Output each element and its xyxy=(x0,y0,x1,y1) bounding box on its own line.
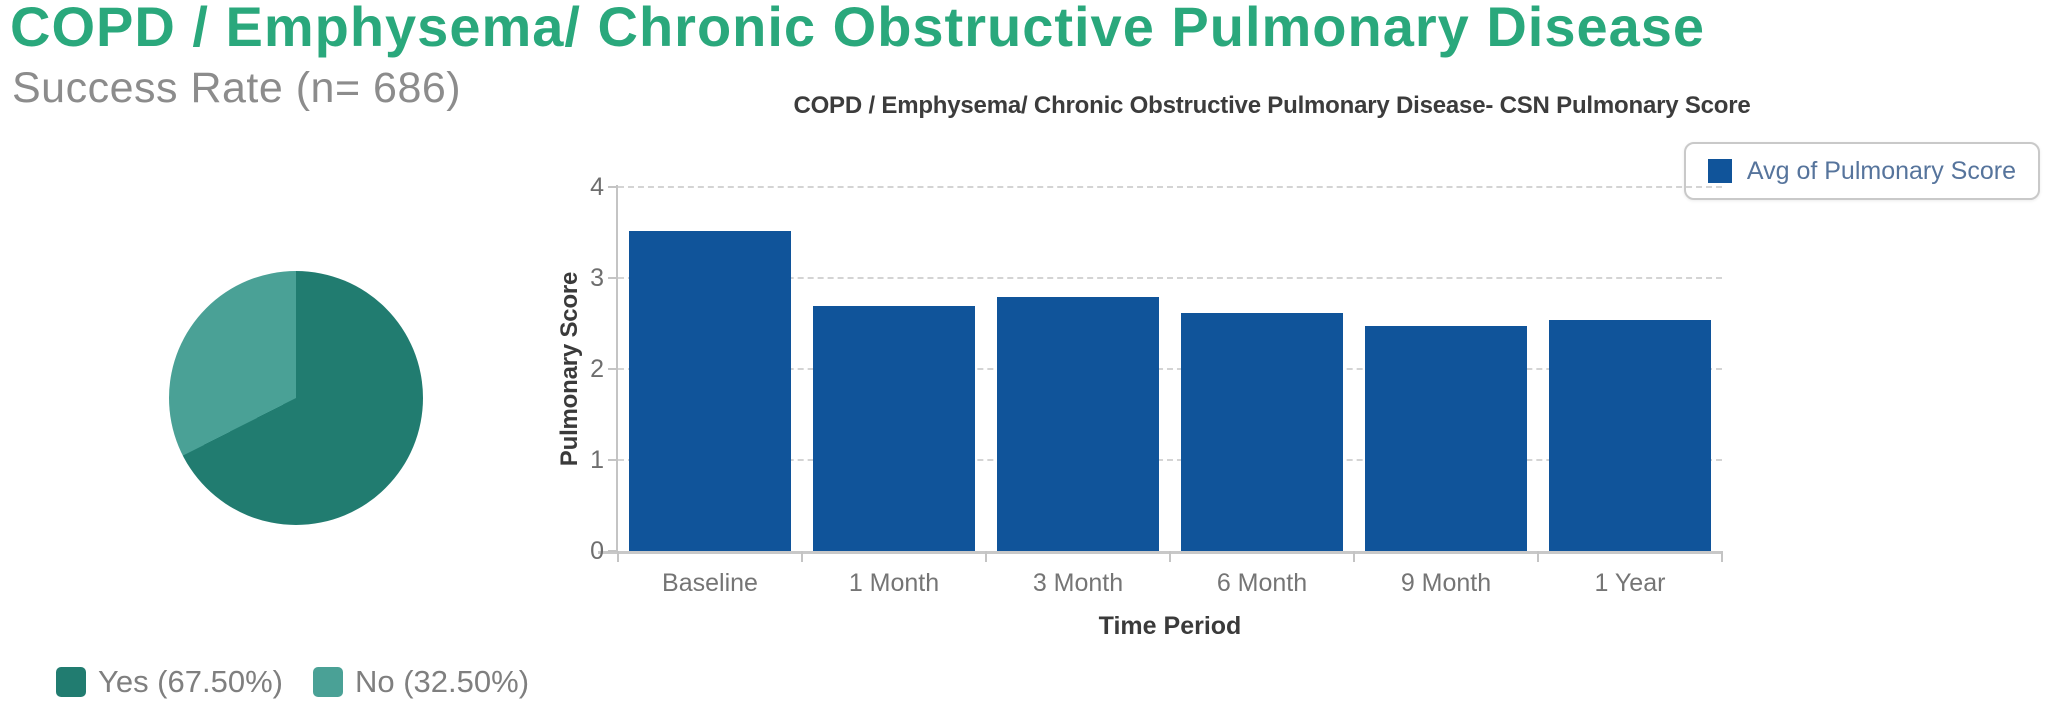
x-axis-title: Time Period xyxy=(1098,612,1242,640)
y-tick-label-2: 2 xyxy=(590,355,604,383)
bar-9-month[interactable] xyxy=(1365,326,1527,551)
page-title: COPD / Emphysema/ Chronic Obstructive Pu… xyxy=(10,0,1706,58)
y-tick-mark-4 xyxy=(608,186,617,188)
success-rate-pie-chart[interactable] xyxy=(169,271,423,525)
y-axis-line xyxy=(616,185,618,554)
pie-legend-label-yes: Yes (67.50%) xyxy=(98,664,283,699)
x-tick-mark-2 xyxy=(985,551,987,562)
x-tick-mark-1 xyxy=(801,551,803,562)
pie-legend-item-no[interactable]: No (32.50%) xyxy=(312,664,530,700)
x-tick-label-6-month: 6 Month xyxy=(1216,569,1308,597)
bar-1-month[interactable] xyxy=(813,306,975,551)
gridline-2 xyxy=(618,368,1722,370)
x-tick-label-1-month: 1 Month xyxy=(848,569,940,597)
bar-plot xyxy=(598,185,1723,562)
pie-legend-swatch-no xyxy=(312,667,343,697)
bar-chart-title: COPD / Emphysema/ Chronic Obstructive Pu… xyxy=(793,92,1751,119)
bar-chart-legend[interactable]: Avg of Pulmonary Score xyxy=(1683,142,2040,200)
pie-legend-item-yes[interactable]: Yes (67.50%) xyxy=(56,664,283,700)
y-tick-mark-1 xyxy=(608,459,617,461)
bar-6-month[interactable] xyxy=(1181,312,1343,551)
y-tick-label-3: 3 xyxy=(590,264,604,292)
x-tick-mark-3 xyxy=(1169,551,1171,562)
y-tick-mark-2 xyxy=(608,368,617,370)
bar-3-month[interactable] xyxy=(997,297,1159,551)
x-tick-label-baseline: Baseline xyxy=(662,569,758,597)
pie-section-title: Success Rate (n= 686) xyxy=(12,64,462,112)
x-tick-mark-6 xyxy=(1721,551,1723,562)
x-tick-mark-5 xyxy=(1537,551,1539,562)
y-tick-label-1: 1 xyxy=(590,446,604,474)
pulmonary-score-bar-chart: COPD / Emphysema/ Chronic Obstructive Pu… xyxy=(556,80,2048,700)
x-tick-label-9-month: 9 Month xyxy=(1400,569,1492,597)
x-tick-label-1-year: 1 Year xyxy=(1594,569,1666,597)
pie-legend-swatch-yes xyxy=(56,667,86,697)
y-tick-mark-3 xyxy=(608,277,617,279)
y-tick-label-4: 4 xyxy=(590,173,604,201)
gridline-1 xyxy=(618,459,1722,461)
pie-legend: Yes (67.50%) No (32.50%) xyxy=(56,663,529,701)
bar-1-year[interactable] xyxy=(1549,319,1711,551)
gridline-3 xyxy=(618,277,1722,279)
y-tick-label-0: 0 xyxy=(590,537,604,565)
x-axis-line xyxy=(598,551,1722,554)
y-tick-mark-0 xyxy=(608,550,617,552)
bar-baseline[interactable] xyxy=(629,230,791,551)
x-tick-label-3-month: 3 Month xyxy=(1032,569,1124,597)
gridline-4 xyxy=(618,186,1722,188)
x-tick-mark-4 xyxy=(1353,551,1355,562)
legend-label-avg-pulmonary-score: Avg of Pulmonary Score xyxy=(1746,156,2016,185)
pie-legend-label-no: No (32.50%) xyxy=(354,664,530,699)
x-tick-mark-0 xyxy=(617,551,619,562)
legend-swatch-avg-pulmonary-score xyxy=(1707,159,1732,183)
